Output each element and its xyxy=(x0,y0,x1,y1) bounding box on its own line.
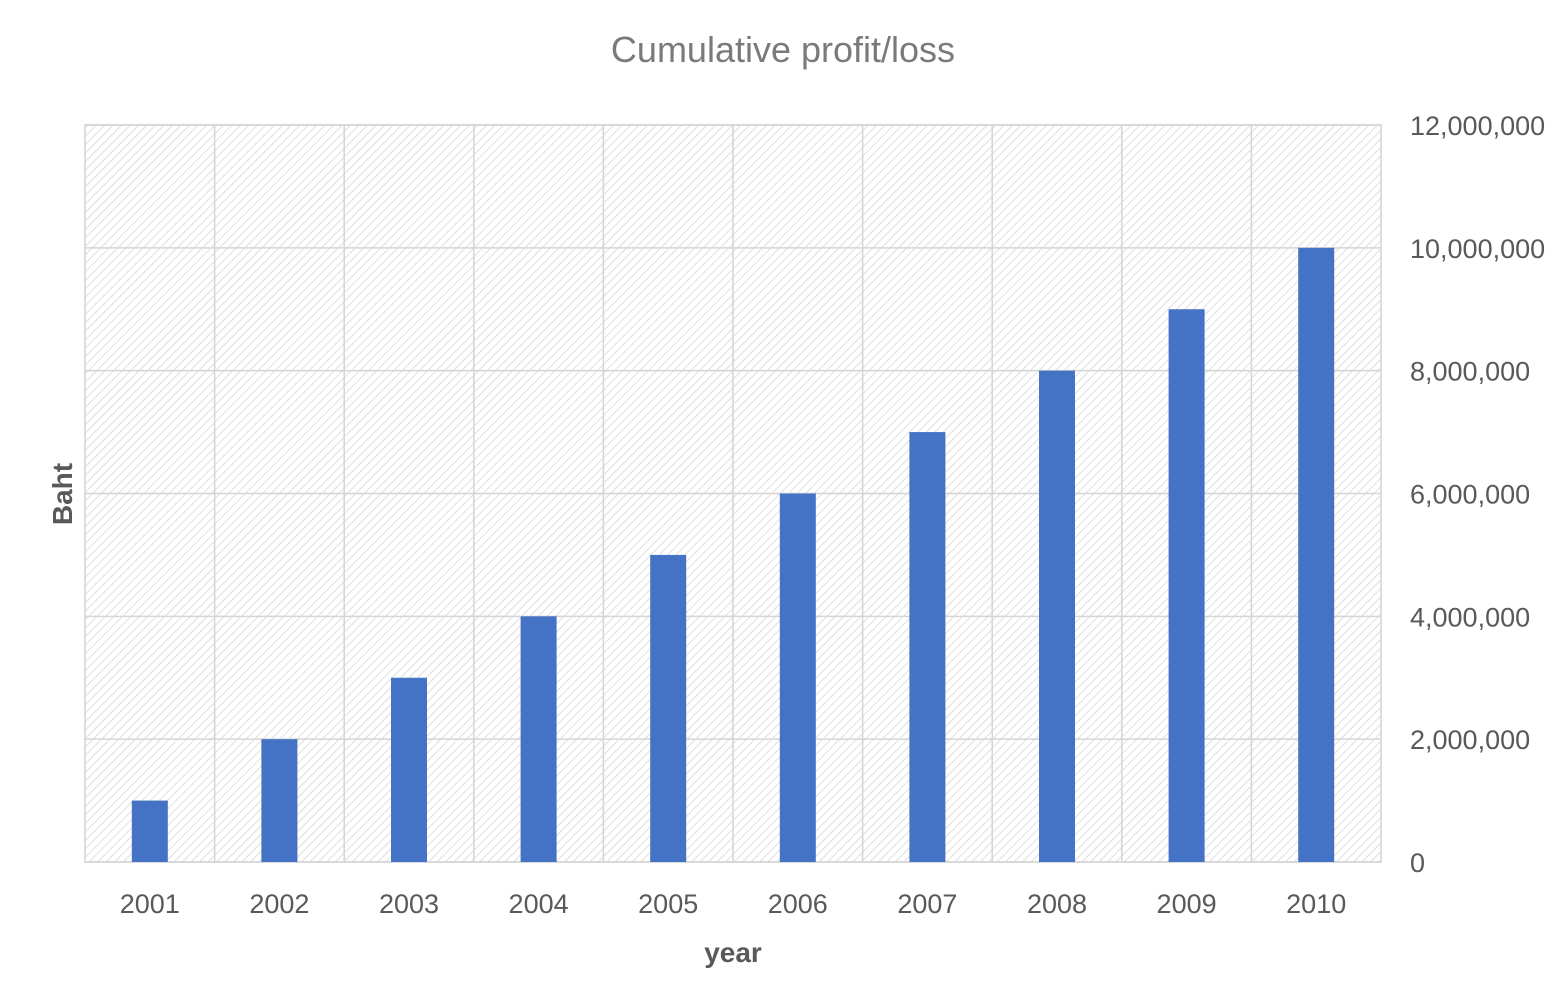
y-tick-label: 8,000,000 xyxy=(1410,357,1530,387)
x-tick-label: 2006 xyxy=(768,889,828,919)
y-tick-label: 4,000,000 xyxy=(1410,602,1530,632)
y-tick-label: 12,000,000 xyxy=(1410,111,1545,141)
plot-border xyxy=(84,124,1382,863)
x-tick-label: 2008 xyxy=(1027,889,1087,919)
chart-title: Cumulative profit/loss xyxy=(611,29,955,70)
bar-2005 xyxy=(650,554,687,862)
bar-2010 xyxy=(1298,247,1335,863)
x-tick-labels: 2001 2002 2003 2004 2005 2006 2007 2008 2009 2010 xyxy=(120,889,1346,919)
bar-2001 xyxy=(131,800,168,862)
bar-2002 xyxy=(261,739,298,862)
y-tick-labels: 0 2,000,000 4,000,000 6,000,000 8,000,000 10,… xyxy=(1410,111,1545,878)
bar-2003 xyxy=(391,677,427,862)
x-axis-title: year xyxy=(704,937,762,968)
y-tick-label: 0 xyxy=(1410,848,1425,878)
bar-2007 xyxy=(909,432,946,862)
x-tick-label: 2003 xyxy=(379,889,439,919)
x-tick-label: 2001 xyxy=(120,889,180,919)
x-tick-label: 2010 xyxy=(1286,889,1346,919)
y-axis-title: Baht xyxy=(47,463,78,525)
bar-2008 xyxy=(1039,370,1075,862)
x-tick-label: 2005 xyxy=(638,889,698,919)
y-tick-label: 6,000,000 xyxy=(1410,480,1530,510)
y-tick-label: 10,000,000 xyxy=(1410,234,1545,264)
x-tick-label: 2002 xyxy=(249,889,309,919)
bar-2009 xyxy=(1168,309,1205,862)
x-tick-label: 2007 xyxy=(897,889,957,919)
bar-2004 xyxy=(520,616,557,862)
bar-2006 xyxy=(779,493,816,862)
x-tick-label: 2004 xyxy=(509,889,569,919)
bar-series xyxy=(131,247,1335,863)
x-tick-label: 2009 xyxy=(1157,889,1217,919)
y-tick-label: 2,000,000 xyxy=(1410,725,1530,755)
